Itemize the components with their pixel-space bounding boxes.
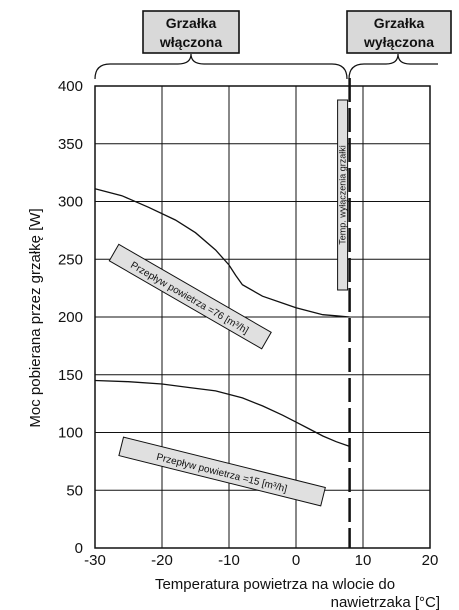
x-tick-label-3: 0 — [292, 552, 300, 569]
series-label-box-76 — [108, 243, 272, 350]
cutoff-label-group: Temp. wyłączenia grzałki — [337, 99, 349, 291]
region-label-on-line2: włączona — [159, 34, 222, 50]
x-tick-label-0: -30 — [84, 552, 106, 569]
y-tick-label-5: 250 — [58, 251, 83, 268]
x-axis-title-line2: nawietrzaka [°C] — [331, 594, 440, 610]
series-label-15: Przepływ powietrza =15 [m³/h] — [118, 436, 326, 507]
region-label-on-line1: Grzałka — [166, 15, 217, 31]
region-label-off-line1: Grzałka — [374, 15, 425, 31]
series-line-0 — [94, 188, 350, 318]
region-label-box-on — [142, 10, 240, 54]
y-tick-label-3: 150 — [58, 367, 83, 384]
x-tick-label-5: 20 — [422, 552, 439, 569]
y-tick-label-4: 200 — [58, 309, 83, 326]
y-axis-title: Moc pobierana przez grzałkę [W] — [27, 208, 44, 427]
y-tick-label-0: 0 — [75, 540, 83, 557]
x-axis-title-line1: Temperatura powietrza na wlocie do — [155, 576, 395, 593]
y-tick-label-8: 400 — [58, 78, 83, 95]
region-header-off: Grzałka wyłączona — [346, 10, 452, 54]
x-tick-label-4: 10 — [355, 552, 372, 569]
series-lines — [94, 188, 350, 448]
region-label-box-off — [346, 10, 452, 54]
series-label-text-76: Przepływ powietrza =76 [m³/h] — [128, 260, 250, 337]
region-label-off-line2: wyłączona — [363, 34, 434, 50]
region-header-on: Grzałka włączona — [142, 10, 240, 54]
y-tick-label-2: 100 — [58, 425, 83, 442]
region-brace-off — [348, 53, 438, 80]
series-label-76: Przepływ powietrza =76 [m³/h] — [108, 243, 272, 350]
y-tick-label-1: 50 — [66, 482, 83, 499]
series-label-box-15 — [118, 436, 326, 507]
series-line-1 — [94, 379, 350, 448]
y-tick-label-6: 300 — [58, 194, 83, 211]
cutoff-label: Temp. wyłączenia grzałki — [338, 145, 348, 245]
region-brace-on — [94, 53, 348, 80]
x-tick-label-2: -10 — [218, 552, 240, 569]
cutoff-label-box — [337, 99, 349, 291]
y-tick-label-7: 350 — [58, 136, 83, 153]
x-tick-label-1: -20 — [151, 552, 173, 569]
plot-frame — [94, 85, 431, 549]
